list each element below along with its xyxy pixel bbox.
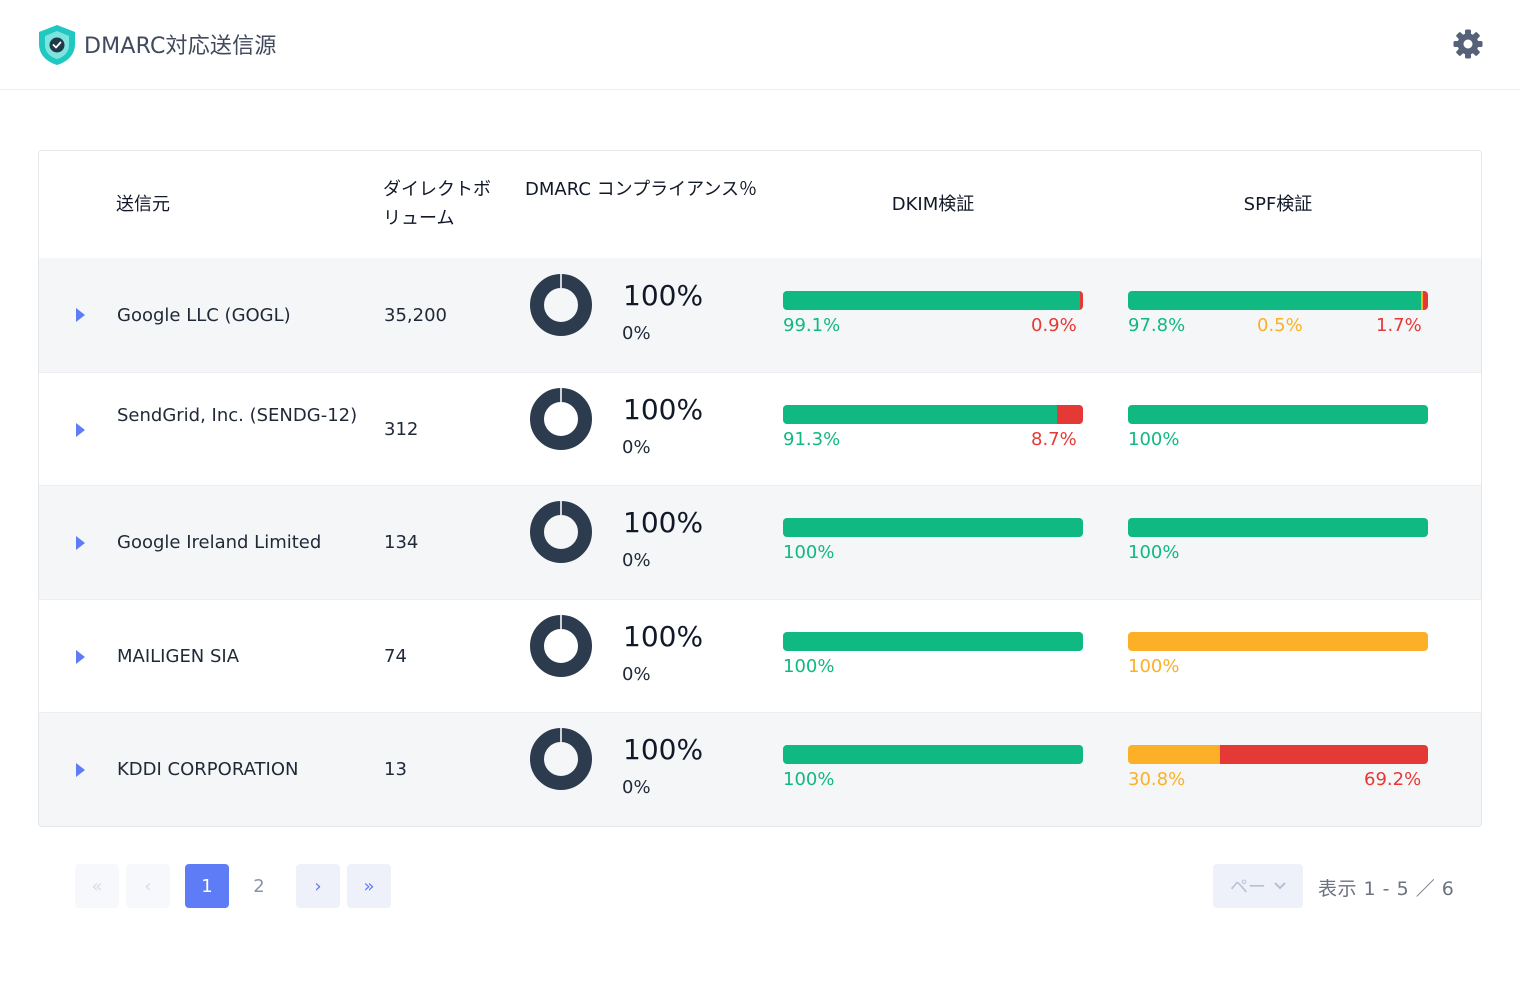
spf-bar (1128, 405, 1428, 424)
sender-name: SendGrid, Inc. (SENDG-12) (117, 405, 358, 426)
sender-name: Google LLC (GOGL) (117, 305, 291, 326)
spf-neutral-segment (1421, 291, 1423, 310)
app-title: DMARC対応送信源 (84, 34, 277, 59)
header-dkim[interactable]: DKIM検証 (891, 194, 975, 215)
dkim-bar (783, 518, 1083, 537)
table-row: KDDI CORPORATION 13 100% 0% 100% 30.8% 6… (39, 712, 1481, 826)
app-header: DMARC対応送信源 (0, 0, 1520, 90)
first-page-button[interactable]: « (75, 864, 119, 908)
dkim-pass-segment (783, 632, 1083, 651)
dkim-fail-label: 8.7% (1031, 429, 1077, 450)
spf-neutral-label: 100% (1128, 656, 1180, 677)
dmarc-fail-value: 0% (622, 437, 651, 458)
dmarc-compliance-value: 100% (623, 279, 704, 312)
dmarc-donut-chart (530, 615, 592, 677)
spf-pass-segment (1128, 518, 1428, 537)
dkim-bar (783, 745, 1083, 764)
spf-fail-segment (1220, 745, 1428, 764)
spf-pass-label: 100% (1128, 429, 1180, 450)
dmarc-donut-chart (530, 388, 592, 450)
caret-right-icon[interactable] (73, 534, 87, 552)
table-row: MAILIGEN SIA 74 100% 0% 100% 100% (39, 599, 1481, 713)
per-page-label: ペー (1230, 877, 1266, 898)
direct-volume: 134 (384, 532, 419, 553)
dmarc-fail-value: 0% (622, 550, 651, 571)
dmarc-compliance-value: 100% (623, 393, 704, 426)
pagination-range-text: 表示 1 - 5 ／ 6 (1318, 878, 1455, 900)
dmarc-fail-value: 0% (622, 323, 651, 344)
header-dmarc-compliance[interactable]: DMARC コンプライアンス％ (525, 179, 757, 200)
sender-name: KDDI CORPORATION (117, 759, 299, 780)
table-row: SendGrid, Inc. (SENDG-12) 312 100% 0% 91… (39, 372, 1481, 486)
spf-neutral-label: 30.8% (1128, 769, 1186, 790)
dkim-fail-label: 0.9% (1031, 315, 1077, 336)
dkim-fail-segment (1056, 405, 1083, 424)
dkim-pass-segment (783, 518, 1083, 537)
spf-fail-label: 1.7% (1376, 315, 1422, 336)
dmarc-donut-chart (530, 728, 592, 790)
spf-neutral-label: 0.5% (1257, 315, 1303, 336)
direct-volume: 35,200 (384, 305, 447, 326)
dkim-pass-label: 91.3% (783, 429, 841, 450)
prev-page-button[interactable]: ‹ (126, 864, 170, 908)
dkim-pass-label: 100% (783, 656, 835, 677)
table-row: Google Ireland Limited 134 100% 0% 100% … (39, 485, 1481, 599)
senders-table: 送信元 ダイレクトボリューム DMARC コンプライアンス％ DKIM検証 SP… (38, 150, 1482, 827)
page-2-button[interactable]: 2 (253, 875, 265, 897)
dkim-pass-label: 100% (783, 769, 835, 790)
per-page-select[interactable]: ペー (1213, 864, 1303, 908)
gear-icon[interactable] (1450, 26, 1486, 62)
dmarc-fail-value: 0% (622, 777, 651, 798)
page-1-button[interactable]: 1 (185, 864, 229, 908)
chevron-down-icon (1274, 882, 1286, 890)
spf-bar (1128, 745, 1428, 764)
dmarc-compliance-value: 100% (623, 506, 704, 539)
last-page-button[interactable]: » (347, 864, 391, 908)
spf-fail-segment (1422, 291, 1428, 310)
dmarc-compliance-value: 100% (623, 733, 704, 766)
table-row: Google LLC (GOGL) 35,200 100% 0% 99.1% 0… (39, 258, 1481, 372)
dkim-bar (783, 632, 1083, 651)
caret-right-icon[interactable] (73, 648, 87, 666)
caret-right-icon[interactable] (73, 421, 87, 439)
header-spf[interactable]: SPF検証 (1243, 194, 1313, 215)
spf-pass-segment (1128, 291, 1422, 310)
dkim-bar (783, 291, 1083, 310)
spf-fail-label: 69.2% (1364, 769, 1422, 790)
dmarc-donut-chart (530, 274, 592, 336)
header-sender[interactable]: 送信元 (116, 194, 170, 215)
dmarc-compliance-value: 100% (623, 620, 704, 653)
dkim-bar (783, 405, 1083, 424)
dkim-pass-segment (783, 745, 1083, 764)
spf-bar (1128, 632, 1428, 651)
spf-bar (1128, 518, 1428, 537)
dkim-pass-label: 100% (783, 542, 835, 563)
spf-pass-label: 100% (1128, 542, 1180, 563)
dkim-fail-segment (1080, 291, 1083, 310)
spf-pass-label: 97.8% (1128, 315, 1186, 336)
table-header: 送信元 ダイレクトボリューム DMARC コンプライアンス％ DKIM検証 SP… (39, 151, 1481, 258)
spf-pass-segment (1128, 405, 1428, 424)
dmarc-fail-value: 0% (622, 664, 651, 685)
dmarc-donut-chart (530, 501, 592, 563)
next-page-button[interactable]: › (296, 864, 340, 908)
shield-check-icon (39, 25, 75, 65)
dkim-pass-segment (783, 291, 1081, 310)
spf-neutral-segment (1128, 745, 1221, 764)
caret-right-icon[interactable] (73, 306, 87, 324)
caret-right-icon[interactable] (73, 761, 87, 779)
sender-name: Google Ireland Limited (117, 532, 322, 553)
dkim-pass-label: 99.1% (783, 315, 841, 336)
direct-volume: 312 (384, 419, 419, 440)
sender-name: MAILIGEN SIA (117, 646, 240, 667)
direct-volume: 13 (384, 759, 407, 780)
header-volume[interactable]: ダイレクトボリューム (383, 179, 491, 229)
spf-bar (1128, 291, 1428, 310)
dkim-pass-segment (783, 405, 1057, 424)
direct-volume: 74 (384, 646, 407, 667)
spf-neutral-segment (1128, 632, 1428, 651)
